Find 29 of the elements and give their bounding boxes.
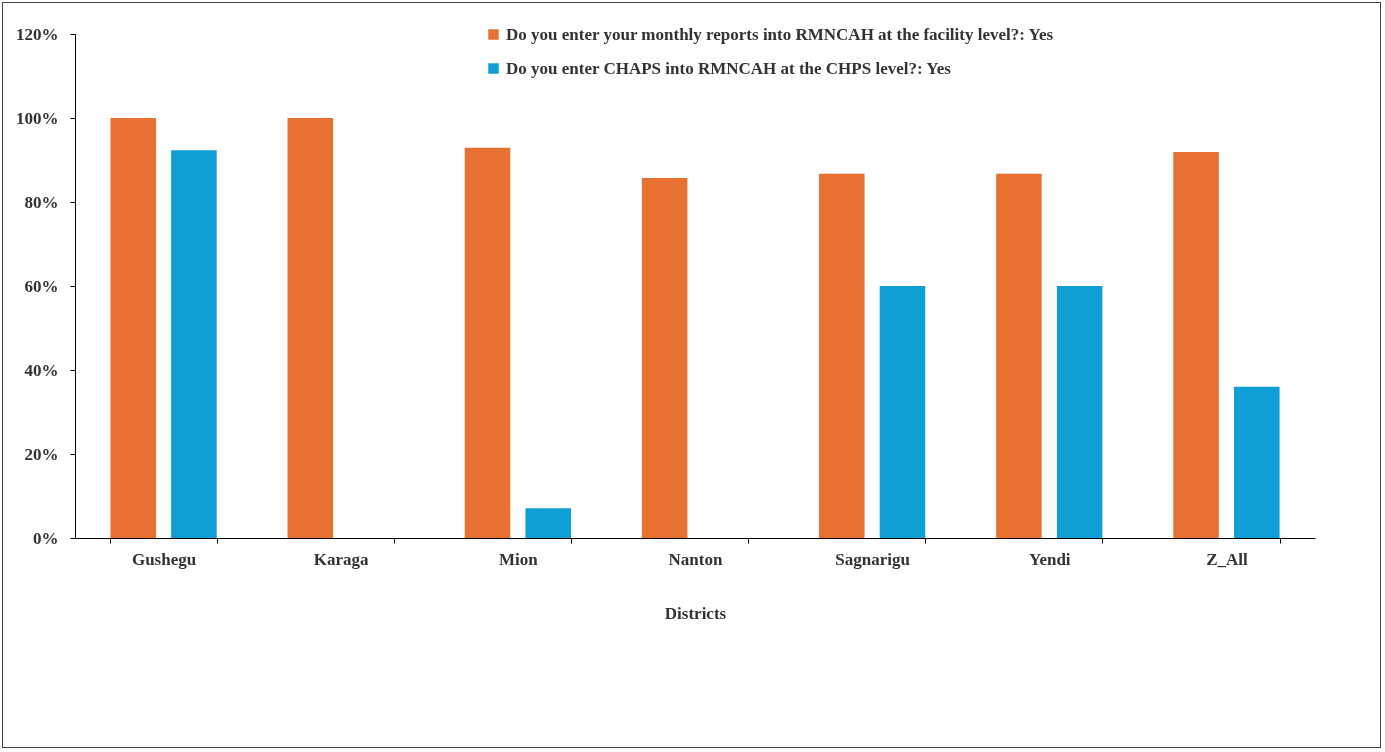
y-tick-label: 120% <box>16 24 59 44</box>
bar <box>1056 286 1103 538</box>
y-tick-label: 0% <box>33 528 59 548</box>
bar <box>171 150 217 538</box>
bar <box>1234 386 1280 538</box>
y-tick-label: 40% <box>24 360 59 380</box>
x-tick-label: Gushegu <box>131 549 197 569</box>
x-tick-label: Yendi <box>1029 549 1071 569</box>
x-tick-label: Nanton <box>668 549 723 569</box>
bar <box>1173 152 1219 538</box>
bar <box>525 508 571 538</box>
legend-label: Do you enter CHAPS into RMNCAH at the CHPS level?: Yes <box>506 58 952 78</box>
y-tick-label: 20% <box>24 444 59 464</box>
x-tick-label: Karaga <box>313 549 370 569</box>
bar <box>996 173 1042 538</box>
bar <box>464 147 511 538</box>
bar <box>110 118 156 538</box>
bar <box>879 286 926 538</box>
y-tick-label: 60% <box>24 276 59 296</box>
bar <box>641 178 688 538</box>
x-tick-label: Z_All <box>1206 549 1248 569</box>
legend-label: Do you enter your monthly reports into RMNCAH at the facility level?: Yes <box>506 24 1054 44</box>
x-tick-label: Sagnarigu <box>835 549 910 569</box>
bar <box>819 173 865 538</box>
x-axis-title: Districts <box>664 603 727 623</box>
y-tick-label: 100% <box>16 108 59 128</box>
x-tick-label: Mion <box>498 549 539 569</box>
y-tick-label: 80% <box>24 192 59 212</box>
bar <box>287 118 334 538</box>
